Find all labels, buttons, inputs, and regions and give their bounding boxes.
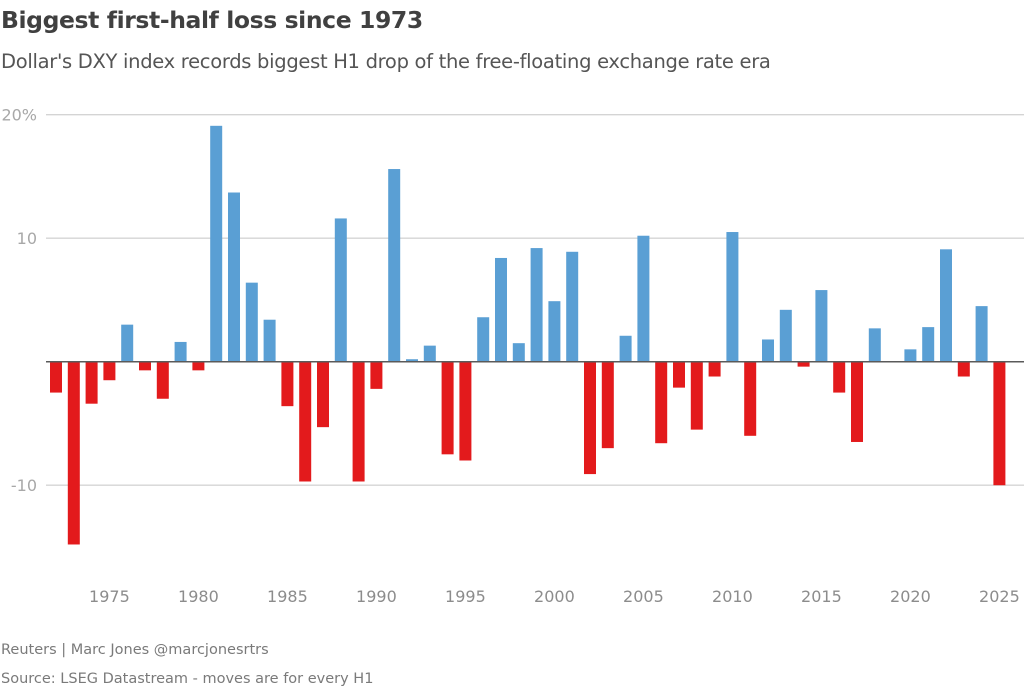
bar-1977	[139, 361, 151, 371]
bar-2021	[922, 327, 935, 362]
y-tick-label: 10	[17, 229, 37, 248]
bar-1976	[121, 324, 134, 362]
bar-1972	[50, 361, 62, 393]
bars	[50, 125, 1006, 545]
chart-title: Biggest first-half loss since 1973	[1, 6, 423, 34]
x-tick-label: 1975	[89, 587, 130, 606]
x-tick-label: 2005	[623, 587, 664, 606]
bar-1974	[85, 361, 98, 404]
x-tick-label: 1985	[267, 587, 308, 606]
bar-2018	[868, 328, 881, 362]
bar-1986	[299, 361, 312, 482]
credit-line: Reuters | Marc Jones @marcjonesrtrs	[1, 642, 269, 658]
bar-1985	[281, 361, 294, 407]
bar-1983	[245, 282, 258, 362]
chart-subtitle: Dollar's DXY index records biggest H1 dr…	[1, 50, 771, 73]
bar-1992	[406, 359, 418, 362]
bar-1999	[530, 248, 543, 362]
x-tick-label: 2000	[534, 587, 575, 606]
y-tick-label: -10	[11, 476, 37, 495]
bar-2003	[601, 361, 614, 449]
bar-2002	[584, 361, 596, 475]
bar-2006	[655, 361, 668, 444]
y-tick-label: 20%	[1, 106, 37, 125]
bar-1987	[317, 361, 329, 428]
bar-2011	[744, 361, 757, 436]
bar-2012	[762, 339, 774, 362]
bar-1988	[334, 218, 347, 362]
bar-2007	[673, 361, 685, 388]
bar-2005	[637, 235, 650, 362]
bar-1994	[441, 361, 454, 455]
bar-1989	[352, 361, 365, 482]
bar-1997	[495, 257, 507, 362]
x-tick-label: 2015	[801, 587, 842, 606]
bar-2023	[957, 361, 970, 377]
bar-2022	[940, 249, 952, 362]
bar-2013	[779, 309, 792, 362]
bar-1984	[263, 319, 276, 362]
x-tick-label: 1995	[445, 587, 486, 606]
y-axis-ticks: 20% 10 -10	[1, 106, 37, 496]
bar-2020	[904, 349, 917, 362]
bar-1978	[156, 361, 169, 399]
bar-2000	[548, 301, 561, 362]
bar-1991	[388, 169, 401, 362]
x-tick-label: 2025	[979, 587, 1020, 606]
x-tick-label: 2020	[890, 587, 931, 606]
bar-2016	[833, 361, 846, 393]
bar-2010	[726, 232, 739, 362]
bar-2008	[690, 361, 703, 430]
bar-2024	[975, 306, 988, 362]
bar-1982	[228, 192, 240, 362]
gridlines	[46, 114, 1024, 486]
bar-1998	[512, 343, 525, 362]
x-tick-label: 2010	[712, 587, 753, 606]
bar-2015	[815, 290, 828, 362]
bar-2014	[797, 361, 810, 367]
x-axis-ticks: 1975 1980 1985 1990 1995 2000 2005 2010 2015 2020…	[89, 587, 1020, 606]
source-line: Source: LSEG Datastream - moves are for …	[1, 671, 374, 687]
bar-2001	[566, 251, 579, 362]
bar-1979	[174, 341, 187, 362]
bar-1980	[192, 361, 205, 371]
bar-1990	[370, 361, 383, 389]
bar-1995	[459, 361, 472, 461]
bar-1993	[423, 345, 436, 362]
x-tick-label: 1990	[356, 587, 397, 606]
bar-2009	[708, 361, 721, 377]
bar-2017	[851, 361, 863, 442]
bar-1973	[67, 361, 80, 545]
bar-2025	[993, 361, 1006, 486]
x-tick-label: 1980	[178, 587, 219, 606]
bar-2004	[619, 335, 632, 362]
bar-1996	[477, 317, 490, 362]
bar-1975	[103, 361, 116, 381]
bar-1981	[210, 125, 223, 362]
